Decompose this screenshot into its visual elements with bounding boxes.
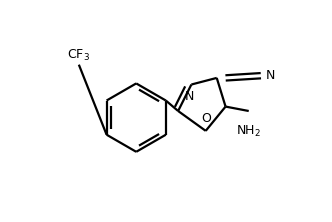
Text: NH$_2$: NH$_2$ bbox=[236, 123, 261, 139]
Text: N: N bbox=[185, 90, 194, 103]
Text: CF$_3$: CF$_3$ bbox=[67, 48, 90, 63]
Text: N: N bbox=[265, 69, 275, 82]
Text: O: O bbox=[201, 112, 210, 125]
